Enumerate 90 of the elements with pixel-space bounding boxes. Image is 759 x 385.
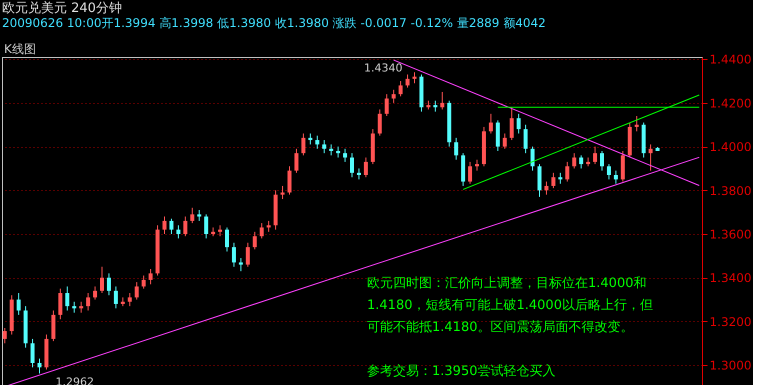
candlestick [600,150,604,172]
candlestick [38,358,42,374]
candlestick [315,135,320,150]
candlestick [593,146,598,165]
candlestick [475,159,479,172]
candlestick [301,132,306,156]
candlestick [183,216,188,237]
candlestick [16,292,21,316]
candlestick [134,282,139,300]
candlestick [565,161,570,182]
candlestick [308,132,312,145]
candlestick [218,224,222,237]
candlestick [502,132,507,150]
candlestick [142,275,146,290]
candlestick [266,220,271,232]
candlestick [524,124,528,154]
candlestick [294,148,298,174]
annotation: 1.4180，短线有可能上破1.4000以后略上行，但 [367,298,653,313]
candlestick [114,286,118,309]
candlestick [614,170,618,184]
candlestick [169,218,174,235]
candlestick [148,268,153,285]
text: K线图 [4,42,36,56]
y-tick-label: 1.3200 [710,314,752,329]
candlestick [260,222,264,239]
candlestick [86,292,90,312]
candlestick [350,152,354,178]
candlestick [197,209,202,222]
annotation: 1.4340 [364,61,402,74]
candlestick [2,327,7,344]
y-tick-label: 1.4400 [710,52,752,67]
candlestick [551,172,556,189]
candlestick [412,72,416,84]
candlestick [579,154,584,169]
candlestick [252,231,257,250]
candlestick [79,301,84,314]
candlestick [606,164,611,180]
candlestick [162,216,166,235]
candlestick [384,94,389,117]
candlestick [280,185,285,200]
candlestick [356,168,361,180]
candlestick [510,106,514,141]
annotation: 可能不能抵1.4180。区间震荡局面不得改变。 [367,320,634,335]
candlestick [378,108,382,136]
candlestick [238,258,243,272]
candlestick [72,301,76,314]
candlestick [100,266,104,294]
candlestick [204,214,208,239]
candlestick [93,286,98,300]
y-tick-label: 1.4000 [710,140,752,154]
candlestick [468,161,472,184]
candlestick [106,272,111,296]
candlestick [544,181,548,196]
candlestick [329,144,334,156]
candlestick [30,338,35,368]
y-tick-label: 1.3600 [710,228,752,242]
candlestick [65,286,70,312]
candlestick [322,140,326,154]
y-tick-label: 1.4200 [710,96,752,110]
candlestick [530,146,535,172]
annotation: 参考交易：1.3950尝试轻仓买入 [367,363,556,379]
candlestick [558,172,562,184]
candlestick [406,74,410,88]
y-tick-label: 1.3800 [710,184,752,198]
candlestick [398,80,403,97]
chart-subtitle: 20090626 10:00开1.3994 高1.3998 低1.3980 收1.3980 涨跌 -0.0017 -0.12% 量2889 额4042 [2,16,546,30]
candlestick [440,91,444,110]
candlestick [488,113,493,134]
candlestick [634,116,639,132]
chart-title: 欧元兑美元 240分钟 [2,0,122,16]
candlestick [225,226,229,252]
candlestick [336,146,340,158]
candlestick [343,148,348,162]
candlestick [176,224,180,239]
candlestick [516,113,521,134]
candlestick [392,89,396,104]
candlestick [364,157,368,178]
candlestick [648,144,653,172]
y-tick-label: 1.3400 [710,271,752,286]
candlestick [288,166,292,196]
candlestick [433,100,438,112]
y-tick-label: 1.3000 [710,358,752,373]
annotation: 欧元四时图：汇价向上调整，目标位在1.4000和 [367,276,646,291]
candlestick [232,242,236,268]
candlestick [58,288,62,320]
candlestick [190,207,194,224]
candlestick [128,292,132,307]
candlestick [572,152,576,169]
candlestick [454,137,458,160]
candlestick [246,242,250,268]
